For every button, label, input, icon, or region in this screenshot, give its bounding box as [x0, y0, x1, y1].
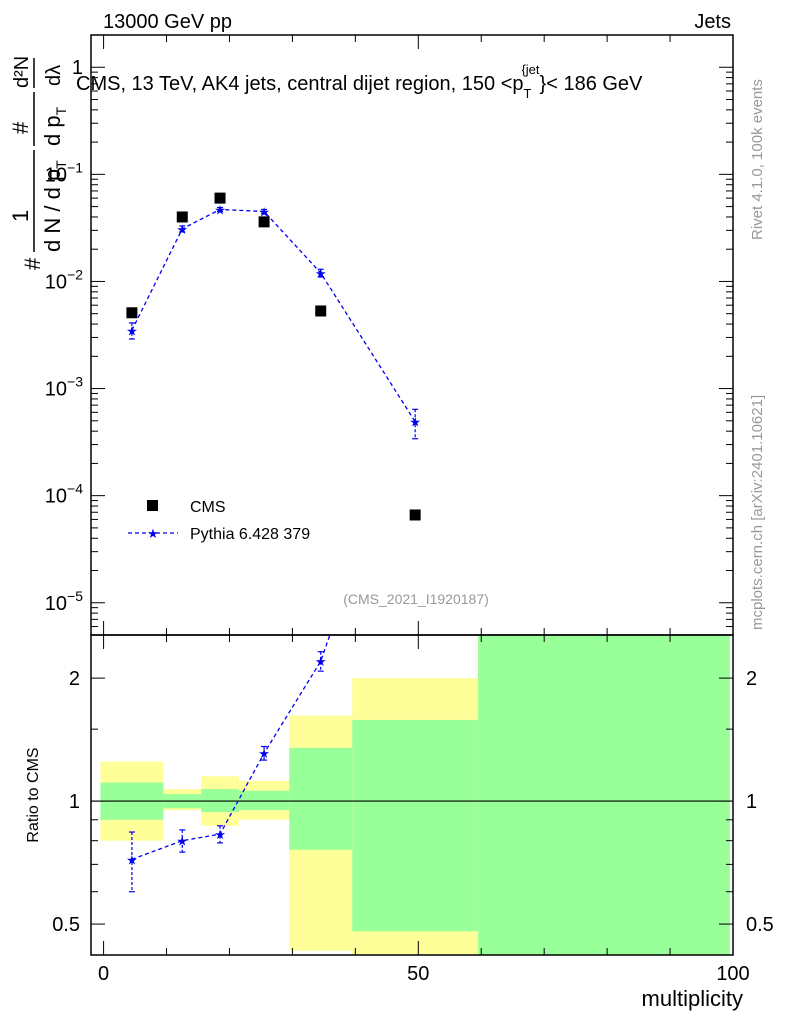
axes: 0 50 100 10−5 10−4 10−3 10−2 10−1 1 0.5 0.5 1 1 2 2 — [45, 34, 774, 985]
mc-point-star: ★ — [409, 415, 421, 430]
legend-marker-pythia: ★ — [147, 526, 159, 541]
y-tick-label: 1 — [72, 57, 83, 79]
header-energy: 13000 GeV pp — [103, 11, 232, 33]
mc-series-line — [131, 208, 416, 423]
mc-point-star: ★ — [126, 323, 138, 338]
cms-data-point — [258, 216, 270, 228]
main-panel-data: ★ ★ ★ ★ ★ ★ — [126, 192, 421, 521]
ratio-band-inner-5 — [352, 719, 479, 932]
mc-point-star: ★ — [315, 266, 327, 281]
ratio-panel-frame — [90, 634, 734, 956]
chart-title: CMS, 13 TeV, AK4 jets, central dijet reg… — [76, 62, 643, 101]
cms-data-point — [126, 307, 138, 319]
y-tick-label: 10−5 — [45, 588, 83, 615]
legend-label-pythia: Pythia 6.428 379 — [190, 526, 310, 543]
legend-label-cms: CMS — [190, 499, 226, 516]
ratio-y-tick-label-right: 1 — [746, 791, 757, 813]
cms-data-point — [176, 211, 188, 223]
ratio-y-tick-label-right: 0.5 — [746, 914, 774, 936]
mc-point-star: ★ — [258, 204, 270, 219]
ratio-band-inner-3 — [238, 790, 290, 811]
analysis-watermark: (CMS_2021_I1920187) — [343, 591, 489, 607]
cms-data-point — [409, 509, 421, 521]
main-panel-frame — [90, 34, 734, 636]
x-tick-label: 100 — [716, 963, 749, 985]
ratio-band-inner-4 — [289, 747, 353, 850]
svg-text:dλ: dλ — [43, 65, 65, 86]
y-tick-label: 10−1 — [45, 159, 83, 186]
y-tick-label: 10−3 — [45, 374, 83, 401]
ratio-mc-line — [131, 635, 331, 860]
ratio-mc-point-star: ★ — [258, 746, 270, 761]
cms-data-point — [214, 192, 226, 204]
ratio-mc-point-star: ★ — [126, 852, 138, 867]
y-tick-label: 10−4 — [45, 481, 83, 508]
x-tick-label: 0 — [98, 963, 109, 985]
svg-text:#: # — [8, 121, 33, 134]
ratio-y-axis-label: Ratio to CMS — [25, 747, 42, 842]
rivet-version-label: Rivet 4.1.0, 100k events — [749, 79, 766, 240]
ratio-mc-point-star: ★ — [214, 827, 226, 842]
svg-text:d²N: d²N — [11, 56, 33, 88]
svg-text:d pT: d pT — [40, 106, 69, 146]
legend-marker-cms — [147, 500, 158, 511]
mc-point-star: ★ — [214, 202, 226, 217]
cms-data-point — [315, 305, 327, 317]
main-y-axis-label: # 1 d N / d pT # d pT d²N dλ — [8, 56, 69, 270]
ratio-mc-point-star: ★ — [176, 834, 188, 849]
svg-text:#: # — [20, 257, 45, 270]
ratio-panel-data: ★ ★ ★ ★ ★ — [91, 635, 733, 893]
ratio-y-tick-label-left: 0.5 — [52, 914, 80, 936]
ratio-y-tick-label-right: 2 — [746, 668, 757, 690]
x-axis-label: multiplicity — [642, 986, 743, 1011]
ratio-y-tick-label-left: 2 — [69, 668, 80, 690]
header-process: Jets — [694, 11, 731, 33]
svg-text:d N / d pT: d N / d pT — [40, 160, 69, 252]
legend: CMS ★ Pythia 6.428 379 — [128, 499, 310, 543]
ratio-y-tick-label-left: 1 — [69, 791, 80, 813]
ratio-mc-point-star: ★ — [315, 654, 327, 669]
mc-point-star: ★ — [176, 222, 188, 237]
y-tick-label: 10−2 — [45, 266, 83, 293]
ratio-uncertainty-bands — [100, 635, 730, 955]
mcplots-label: mcplots.cern.ch [arXiv:2401.10621] — [749, 395, 766, 630]
ratio-band-inner-6 — [478, 635, 730, 955]
svg-text:1: 1 — [8, 210, 33, 222]
x-tick-label: 50 — [407, 963, 429, 985]
